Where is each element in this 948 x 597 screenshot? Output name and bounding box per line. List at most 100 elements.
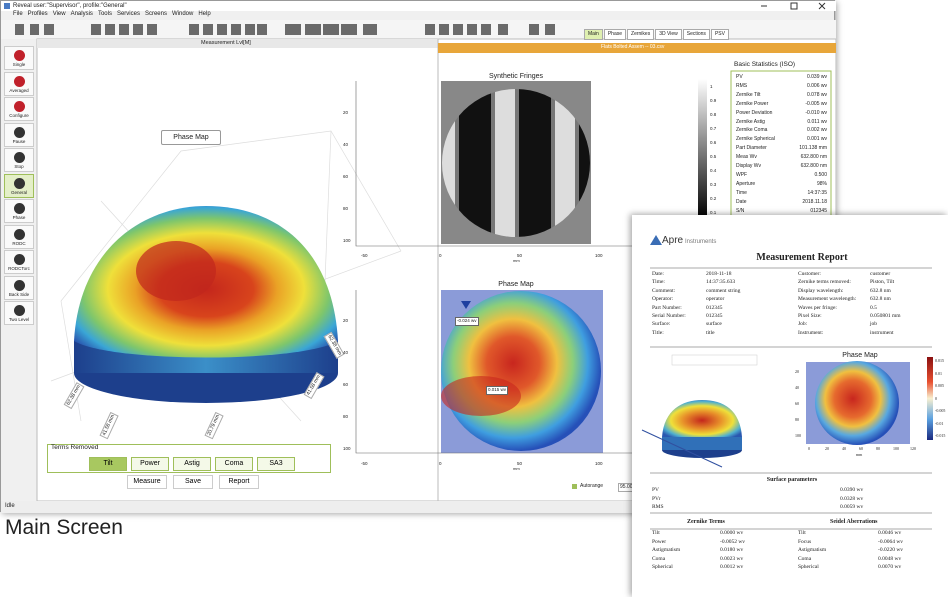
report-title: Measurement Report <box>756 252 848 263</box>
info-cell: 0.050801 mm <box>870 313 901 319</box>
action-button[interactable]: Save <box>173 475 213 489</box>
stat-label: Date <box>736 198 747 205</box>
info-cell: operator <box>706 296 725 303</box>
term-name: Power <box>652 538 667 545</box>
term-name: Coma <box>798 555 812 562</box>
colorbar-tick-label: -0.005 <box>935 408 946 413</box>
status-text: Idle <box>5 503 15 509</box>
y-tick-label: 20 <box>343 318 349 323</box>
y-tick-label: 20 <box>795 369 799 374</box>
term-value: 0.0023 wv <box>720 555 744 562</box>
info-cell: 012345 <box>706 304 723 311</box>
info-cell: Job: <box>798 321 808 328</box>
sidebar-label: Configure <box>9 113 29 118</box>
stat-label: Zernike Spherical <box>736 136 775 143</box>
tab[interactable]: 3D View <box>655 29 682 40</box>
icon <box>14 254 25 265</box>
info-cell: Serial Number: <box>652 313 686 319</box>
sidebar-button[interactable]: Phase <box>4 199 34 223</box>
menu-item[interactable]: Profiles <box>27 11 48 17</box>
menu-item[interactable]: Tools <box>97 11 112 17</box>
tab[interactable]: Zernikes <box>627 29 655 40</box>
brand-name: Apre <box>662 235 684 246</box>
term-value: -0.0052 wv <box>720 538 746 545</box>
info-cell: Display wavelength: <box>798 287 844 294</box>
stat-label: Power Deviation <box>736 109 773 116</box>
colorbar-tick-label: 0.01 <box>935 370 942 376</box>
term-name: Focus <box>798 538 812 545</box>
term-value: 0.0012 wv <box>720 564 744 571</box>
info-cell: Zernike terms removed: <box>798 279 851 286</box>
info-cell: 012345 <box>706 313 723 319</box>
window-title: Reveal user:"Supervisor", profile:"Gener… <box>13 3 127 9</box>
report-window: Apre Instruments Measurement Report Date: Ti… <box>632 215 948 597</box>
sidebar-button[interactable]: Pause <box>4 122 34 147</box>
term-button[interactable]: Astig <box>173 457 211 471</box>
sidebar-button[interactable]: General <box>4 173 34 198</box>
tab-bar: Main Phase Zernikes 3D View Sections PSV <box>584 29 729 40</box>
y-tick-label: 60 <box>343 382 349 387</box>
action-button[interactable]: Report <box>219 475 259 489</box>
icon <box>14 279 25 291</box>
menu-item[interactable]: File <box>13 11 23 17</box>
term-button[interactable]: SA3 <box>257 457 295 471</box>
tab[interactable]: Sections <box>682 29 710 40</box>
tab[interactable]: Main <box>584 29 603 40</box>
stat-value: 0.006 wv <box>806 82 827 89</box>
y-tick-label: 80 <box>795 417 799 422</box>
sidebar-button[interactable]: Stop <box>4 148 34 172</box>
menu-item[interactable]: Help <box>198 11 211 17</box>
stat-value: 632.800 nm <box>800 163 827 169</box>
stat-value: 98% <box>816 180 827 187</box>
term-name: Astigmatism <box>652 547 681 554</box>
x-tick-label: 100 <box>893 446 899 451</box>
sidebar-button[interactable]: Back Side <box>4 275 34 300</box>
terms-title: Terms Removed <box>51 444 99 451</box>
sidebar-label: Stop <box>14 164 24 169</box>
sidebar-button[interactable]: Configure <box>4 97 34 121</box>
stat-label: RMS <box>736 82 748 89</box>
stat-value: 0.500 <box>814 171 827 178</box>
stat-value: 101.138 mm <box>799 145 827 152</box>
colorbar-tick-label: 0.3 <box>710 182 717 187</box>
menu-item[interactable]: Services <box>116 11 140 17</box>
menu-item[interactable]: View <box>52 11 66 17</box>
term-button[interactable]: Tilt <box>89 457 127 471</box>
axis-label: mm <box>513 466 520 471</box>
axis-label: mm <box>856 452 863 457</box>
stat-label: Aperture <box>736 180 756 187</box>
menu-bar: File Profiles View Analysis Tools Services Scr… <box>13 11 211 17</box>
stat-label: Zernike Power <box>736 100 769 107</box>
colorbar-tick-label: 0.005 <box>935 383 944 388</box>
sidebar-button[interactable]: Two Level <box>4 301 34 325</box>
tab[interactable]: PSV <box>710 29 729 40</box>
term-button[interactable]: Power <box>131 457 169 471</box>
sidebar-button[interactable]: RODCTorc <box>4 250 34 274</box>
menu-item[interactable]: Window <box>171 11 194 17</box>
stat-label: PV <box>736 74 743 80</box>
action-button[interactable]: Measure <box>127 475 167 489</box>
sidebar-button[interactable]: RODC <box>4 224 34 249</box>
sidebar-button[interactable]: Single <box>4 46 34 70</box>
colorbar-tick-label: 0.6 <box>710 140 717 145</box>
stats-title: Basic Statistics (ISO) <box>734 61 796 68</box>
stat-value: 2018.11.18 <box>802 198 827 205</box>
colorbar-tick-label: 0.8 <box>710 112 717 117</box>
tab[interactable]: Phase <box>603 29 627 40</box>
colorbar-tick-label: -0.015 <box>935 433 946 438</box>
y-tick-label: 60 <box>343 174 349 179</box>
term-button[interactable]: Coma <box>215 457 253 471</box>
axis-label: mm <box>513 258 520 263</box>
stat-value: 14:37:35 <box>807 189 827 196</box>
x-tick-label: 40 <box>842 446 846 451</box>
stat-value: -0.005 wv <box>805 100 827 107</box>
x-tick-label: 50 <box>517 253 523 258</box>
map-label: Phase Map <box>161 130 221 145</box>
y-tick-label: 100 <box>795 433 801 438</box>
menu-item[interactable]: Analysis <box>70 11 93 17</box>
term-value: 0.0046 wv <box>878 530 902 536</box>
menu-item[interactable]: Screens <box>144 11 167 17</box>
section-title: Seidel Aberrations <box>830 519 878 525</box>
sidebar-button[interactable]: Averaged <box>4 71 34 96</box>
